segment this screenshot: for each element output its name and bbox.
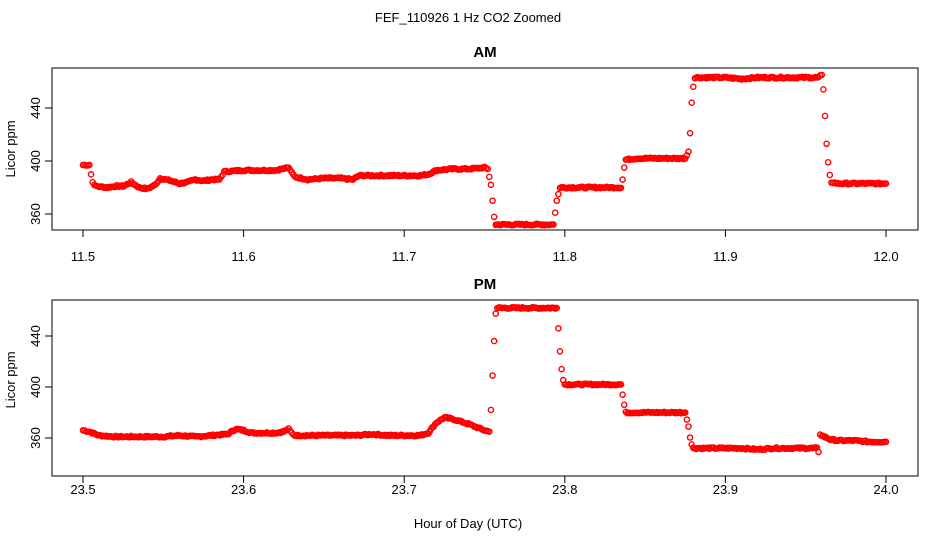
x-axis-label: Hour of Day (UTC) <box>414 516 522 531</box>
data-point <box>558 365 565 373</box>
panel-pm-plot-frame <box>51 299 919 477</box>
panel-pm-title: PM <box>474 276 497 293</box>
figure-title: FEF_110926 1 Hz CO2 Zoomed <box>375 10 561 25</box>
data-point <box>688 441 695 448</box>
panel-am-title: AM <box>473 44 496 61</box>
panel-am-y-ticks: 360 400 440 <box>28 97 52 225</box>
x-tick-label: 24.0 <box>873 482 898 497</box>
x-tick-label: 23.8 <box>552 482 577 497</box>
x-tick-label: 23.5 <box>70 482 95 497</box>
x-tick-label: 11.9 <box>713 249 737 264</box>
panel-am-plot-frame <box>51 67 919 231</box>
y-tick-label: 360 <box>28 203 43 225</box>
panel-am-x-ticks: 11.5 11.6 11.7 11.8 11.9 12.0 <box>71 230 899 264</box>
panel-pm-y-axis-label: Licor ppm <box>3 351 18 408</box>
y-tick-label: 440 <box>28 325 43 347</box>
data-point <box>681 409 689 416</box>
data-point <box>686 129 694 137</box>
panel-am-y-axis-label: Licor ppm <box>3 120 18 177</box>
x-tick-label: 23.6 <box>231 482 256 497</box>
panel-pm-y-ticks: 360 400 440 <box>28 325 52 449</box>
data-point <box>824 159 832 166</box>
panel-pm: PM 23.5 23.6 23.7 23.8 23.9 24.0 360 400 440 Li… <box>3 276 919 497</box>
data-point <box>821 112 829 120</box>
data-point <box>219 171 227 179</box>
data-point <box>685 148 692 156</box>
data-point <box>486 428 493 435</box>
data-point <box>617 184 625 192</box>
data-point <box>492 310 500 317</box>
data-point <box>550 221 557 228</box>
y-tick-label: 440 <box>28 97 43 119</box>
y-tick-label: 400 <box>28 376 43 398</box>
data-point <box>620 401 628 409</box>
data-point <box>686 434 694 441</box>
data-point <box>818 71 826 79</box>
data-point <box>683 152 691 159</box>
x-tick-label: 11.6 <box>231 249 255 264</box>
data-point <box>815 448 822 456</box>
panel-am: AM 11.5 11.6 11.7 11.8 11.9 12.0 360 400 440 Li… <box>3 44 919 264</box>
panel-pm-points <box>79 303 890 456</box>
x-tick-label: 12.0 <box>873 249 898 264</box>
data-point <box>882 438 890 446</box>
data-point <box>487 181 495 189</box>
data-point <box>688 99 695 106</box>
data-point <box>620 164 628 171</box>
data-point <box>823 140 830 148</box>
data-point <box>619 391 626 398</box>
data-point <box>489 372 496 379</box>
data-point <box>587 380 595 388</box>
x-tick-label: 23.7 <box>392 482 417 497</box>
data-point <box>683 416 691 423</box>
data-point <box>490 337 498 345</box>
data-point <box>87 171 95 178</box>
y-tick-label: 400 <box>28 150 43 172</box>
data-point <box>555 190 562 198</box>
data-point <box>551 209 559 216</box>
data-point <box>882 180 890 187</box>
x-tick-label: 11.8 <box>553 249 577 264</box>
data-point <box>556 347 564 355</box>
x-tick-label: 11.5 <box>71 249 95 264</box>
data-point <box>591 183 599 191</box>
x-tick-label: 23.9 <box>713 482 738 497</box>
data-point <box>553 304 561 312</box>
data-point <box>619 176 626 183</box>
data-point <box>487 406 495 414</box>
panel-pm-x-ticks: 23.5 23.6 23.7 23.8 23.9 24.0 <box>70 476 899 497</box>
data-point <box>820 86 827 93</box>
data-point <box>489 197 496 205</box>
data-point <box>486 173 493 181</box>
data-point <box>86 161 93 169</box>
data-point <box>484 165 492 173</box>
data-point <box>826 171 834 179</box>
data-point <box>553 197 561 205</box>
data-point <box>490 213 498 221</box>
data-point <box>555 325 562 332</box>
x-tick-label: 11.7 <box>392 249 416 264</box>
y-tick-label: 360 <box>28 427 43 449</box>
data-point <box>689 83 697 91</box>
panel-am-points <box>79 71 890 229</box>
data-point <box>685 423 692 430</box>
data-point <box>113 432 120 440</box>
data-point <box>617 381 625 388</box>
